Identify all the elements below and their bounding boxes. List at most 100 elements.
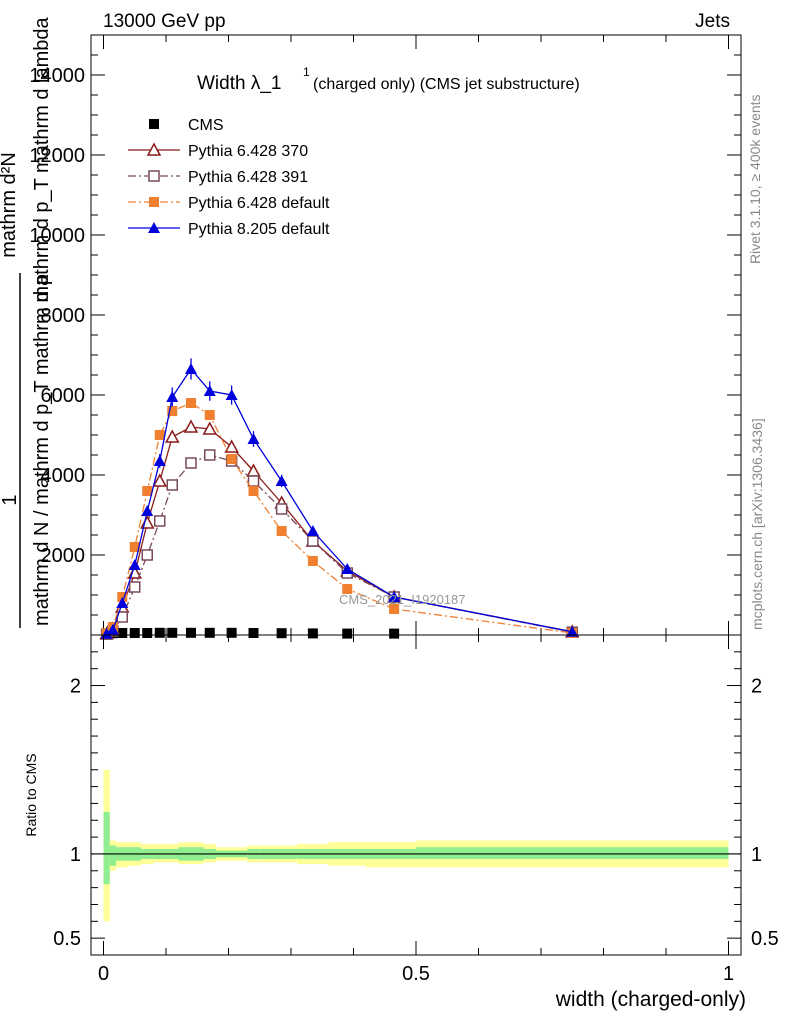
data-point xyxy=(341,563,354,574)
legend-marker xyxy=(148,222,160,233)
chart-title-sup: 1 xyxy=(303,65,310,79)
data-point xyxy=(139,515,155,529)
data-point xyxy=(142,486,153,496)
data-point xyxy=(276,526,287,536)
ylabel-denominator-2: mathrm d p_T mathrm d lambda xyxy=(31,16,53,302)
data-point xyxy=(307,535,319,547)
header-right: Jets xyxy=(695,11,730,32)
rivet-label: Rivet 3.1.10, ≥ 400k events xyxy=(747,94,763,264)
ratio-stat-band xyxy=(103,811,110,885)
legend-marker xyxy=(149,119,159,129)
legend-label: Pythia 8.205 default xyxy=(188,221,330,238)
data-point xyxy=(306,525,319,536)
ratio-stat-band xyxy=(416,847,729,859)
ratio-y-tick-label: 2 xyxy=(70,676,81,698)
data-point xyxy=(142,628,153,638)
data-point xyxy=(129,628,140,638)
data-point xyxy=(153,455,166,466)
chart-title-rest: (charged only) (CMS jet substructure) xyxy=(313,76,580,93)
data-point xyxy=(185,457,197,469)
x-axis-label: width (charged-only) xyxy=(555,988,746,1011)
series-2 xyxy=(100,449,578,640)
legend-item: Pythia 6.428 default xyxy=(128,195,330,212)
legend-item: Pythia 8.205 default xyxy=(128,221,330,238)
header-left: 13000 GeV pp xyxy=(103,11,226,32)
ratio-y-tick-label: 0.5 xyxy=(53,928,81,950)
data-point xyxy=(106,623,119,635)
y-tick-label: 14000 xyxy=(29,65,85,87)
data-point xyxy=(167,406,178,416)
data-point xyxy=(154,627,165,638)
data-point xyxy=(342,584,353,594)
data-point xyxy=(225,389,238,400)
y-tick-label: 6000 xyxy=(41,385,86,407)
data-point xyxy=(204,627,215,638)
ylabel-denominator-1: mathrm d N / mathrm d p_T mathrm d p xyxy=(31,274,53,626)
data-point xyxy=(185,363,197,374)
ratio-y-tick-label: 1 xyxy=(70,844,81,866)
data-point xyxy=(566,625,579,637)
data-point xyxy=(248,486,259,496)
ylabel-numerator: mathrm d²N xyxy=(0,152,20,258)
data-point xyxy=(247,475,260,487)
legend-item: CMS xyxy=(149,117,224,134)
data-point xyxy=(202,421,218,435)
main-ylabel: 1 mathrm d²N mathrm d N / mathrm d p_T m… xyxy=(0,16,53,628)
data-point xyxy=(389,604,400,614)
ratio-stat-band xyxy=(109,845,116,866)
legend: CMS Pythia 6.428 370 Pythia 6.428 391 Pythi… xyxy=(128,117,330,238)
data-point xyxy=(154,515,166,527)
main-axis-ticks: 2000 4000 6000 8000 10000 12000 14000 xyxy=(29,35,741,635)
data-point xyxy=(226,454,237,464)
series-4 xyxy=(100,358,579,639)
data-point xyxy=(275,475,288,486)
data-point xyxy=(248,628,259,638)
series-line xyxy=(106,454,573,635)
legend-label: Pythia 6.428 391 xyxy=(188,169,308,186)
data-point xyxy=(166,479,178,491)
data-point xyxy=(276,628,287,639)
y-tick-label: 2000 xyxy=(41,545,86,567)
series-0 xyxy=(101,627,400,639)
data-point xyxy=(129,542,140,552)
legend-item: Pythia 6.428 370 xyxy=(128,142,308,160)
y-tick-label: 12000 xyxy=(29,145,85,167)
legend-marker xyxy=(148,170,160,182)
series-line xyxy=(106,402,573,634)
ylabel-prefactor: 1 xyxy=(0,494,21,505)
data-point xyxy=(154,430,165,440)
ratio-plot-frame xyxy=(90,634,742,956)
data-point xyxy=(275,503,288,515)
main-series xyxy=(99,358,580,640)
y-tick-label: 10000 xyxy=(29,225,85,247)
data-point xyxy=(117,628,128,638)
legend-item: Pythia 6.428 391 xyxy=(128,169,308,186)
legend-marker xyxy=(146,142,162,156)
series-line xyxy=(106,426,573,635)
legend-label: Pythia 6.428 default xyxy=(188,195,330,212)
data-point xyxy=(389,628,400,639)
y-tick-label: 8000 xyxy=(41,305,86,327)
data-point xyxy=(186,627,196,638)
data-point xyxy=(129,581,141,593)
data-point xyxy=(226,627,237,638)
data-point xyxy=(307,556,318,566)
analysis-watermark: CMS_2021_I1920187 xyxy=(339,592,466,607)
mcplots-label: mcplots.cern.ch [arXiv:1306.3436] xyxy=(749,418,765,630)
ratio-y-tick-label-right: 0.5 xyxy=(751,928,779,950)
ratio-y-tick-label-right: 2 xyxy=(751,676,762,698)
data-point xyxy=(307,628,318,639)
data-point xyxy=(128,559,141,570)
data-point xyxy=(186,398,196,408)
data-point xyxy=(204,410,215,420)
legend-label: Pythia 6.428 370 xyxy=(188,143,308,160)
ratio-y-tick-label-right: 1 xyxy=(751,844,762,866)
data-point xyxy=(116,597,129,608)
data-point xyxy=(141,549,153,561)
x-tick-label: 1 xyxy=(723,963,734,985)
y-tick-label: 4000 xyxy=(41,465,86,487)
data-point xyxy=(166,391,179,402)
data-point xyxy=(224,439,239,453)
x-tick-label: 0 xyxy=(98,963,109,985)
